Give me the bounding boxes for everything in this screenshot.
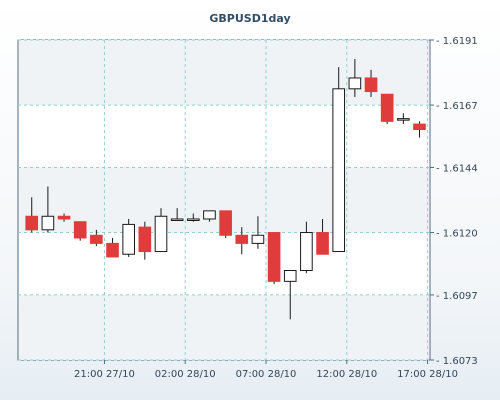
candle xyxy=(380,93,394,125)
candle xyxy=(364,69,378,97)
x-tick-label: 17:00 28/10 xyxy=(397,369,458,380)
y-tick-label: - 1.6097 xyxy=(436,291,478,302)
candle-body-down xyxy=(235,234,249,244)
candle xyxy=(203,210,216,222)
candle xyxy=(267,232,281,285)
candle xyxy=(90,229,103,247)
candle-body-down xyxy=(219,210,232,236)
candle-body-up xyxy=(154,215,168,253)
candle-body-down xyxy=(106,242,119,258)
candle xyxy=(106,237,119,258)
candle xyxy=(219,210,232,238)
y-tick-label: - 1.6167 xyxy=(436,101,478,112)
candle-body-up xyxy=(41,215,55,231)
candle xyxy=(186,213,200,222)
candle-body-down xyxy=(413,123,426,130)
candle xyxy=(397,113,410,125)
candle xyxy=(316,218,329,255)
candle-body-down xyxy=(73,221,87,239)
candle xyxy=(122,218,135,257)
y-tick-label: - 1.6120 xyxy=(436,229,478,240)
candle xyxy=(283,270,297,320)
candle-body-up xyxy=(186,218,200,221)
band-layer xyxy=(19,40,429,360)
candle xyxy=(348,58,362,97)
candle xyxy=(138,221,152,260)
candle-body-down xyxy=(380,93,394,122)
candle xyxy=(300,221,313,274)
candle xyxy=(25,197,39,233)
candle-body-down xyxy=(57,215,71,220)
candle xyxy=(57,213,71,222)
candle xyxy=(73,221,87,241)
candle xyxy=(413,121,426,138)
candle xyxy=(332,67,346,253)
candle-body-down xyxy=(316,232,329,255)
candle-body-down xyxy=(138,226,152,253)
candle xyxy=(154,208,168,253)
candle-layer xyxy=(25,58,426,320)
candle-body-down xyxy=(364,77,378,93)
x-tick-label: 21:00 27/10 xyxy=(74,369,135,380)
candle-body-up xyxy=(251,234,265,244)
candle-body-up xyxy=(397,118,410,121)
candle xyxy=(170,208,184,221)
candle-body-up xyxy=(170,218,184,221)
y-tick-label: - 1.6144 xyxy=(436,163,478,174)
candle-body-up xyxy=(122,223,135,255)
y-tick-label: - 1.6073 xyxy=(436,356,478,367)
candle-body-up xyxy=(283,270,297,282)
axis-layer: - 1.6191 - 1.6167 - 1.6144 - 1.6120 - 1.6097… xyxy=(74,36,478,380)
candle-body-up xyxy=(300,232,313,272)
candle-body-down xyxy=(25,215,39,231)
grid-band xyxy=(19,294,429,360)
grid-layer xyxy=(18,39,430,361)
x-tick-label: 02:00 28/10 xyxy=(155,369,216,380)
y-tick-label: - 1.6191 xyxy=(436,36,478,47)
candle xyxy=(235,227,249,255)
candle xyxy=(251,216,265,249)
candle xyxy=(41,186,55,233)
candle-body-up xyxy=(332,88,346,253)
candle-body-down xyxy=(90,234,103,244)
candle-body-up xyxy=(348,77,362,90)
x-tick-label: 12:00 28/10 xyxy=(316,369,377,380)
candle-body-up xyxy=(203,210,216,220)
chart-title: GBPUSD1day xyxy=(209,12,290,25)
grid-band xyxy=(19,40,429,106)
x-tick-label: 07:00 28/10 xyxy=(236,369,297,380)
candle-body-down xyxy=(267,232,281,282)
